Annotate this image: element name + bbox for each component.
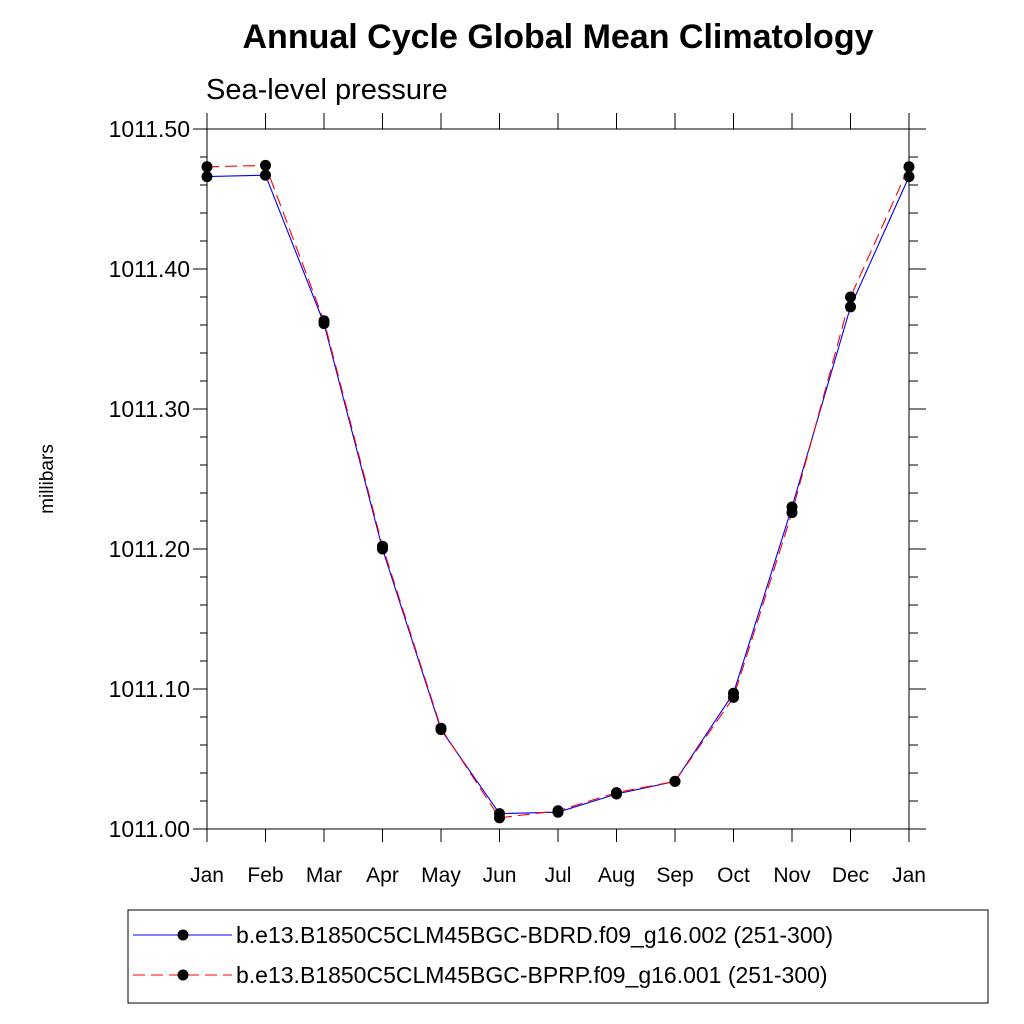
x-tick-label: Jan <box>892 864 926 887</box>
x-tick-label: Oct <box>717 864 750 887</box>
y-axis-label: millibars <box>37 444 58 514</box>
x-tick-label: Feb <box>247 864 283 887</box>
series-1-point <box>260 169 271 181</box>
x-tick-label: Aug <box>598 864 635 887</box>
x-tick-label: Dec <box>832 864 869 887</box>
x-tick-label: Jun <box>483 864 517 887</box>
legend-box <box>127 909 989 1004</box>
legend-marker-2 <box>177 969 189 981</box>
series-2-point <box>786 507 798 519</box>
y-tick-label: 1011.50 <box>109 116 190 142</box>
y-tick-label: 1011.10 <box>109 676 190 702</box>
y-tick-label: 1011.20 <box>109 536 190 562</box>
x-tick-label: Sep <box>656 864 693 887</box>
series-2-point <box>377 540 388 552</box>
series-line-1 <box>206 174 910 815</box>
legend-label-2: b.e13.B1850C5CLM45BGC-BPRP.f09_g16.001 (… <box>236 962 828 988</box>
x-tick-label: Nov <box>773 864 811 887</box>
axis-ticks: Jan Feb Mar Apr May Jun Jul Aug Sep Oct Nov Dec Jan1… <box>109 113 926 887</box>
series-2-point <box>611 787 622 799</box>
series-2-point <box>552 805 564 817</box>
chart-title: Annual Cycle Global Mean Climatology <box>243 18 874 56</box>
series-2-point <box>494 812 505 824</box>
x-tick-label: Mar <box>306 864 342 887</box>
series-2-point <box>435 722 447 734</box>
legend-label-1: b.e13.B1850C5CLM45BGC-BDRD.f09_g16.002 (… <box>236 922 833 948</box>
series-2-point <box>728 691 739 703</box>
series-2-point <box>845 291 856 303</box>
x-tick-label: Jul <box>545 864 572 887</box>
legend-marker-1 <box>177 929 189 941</box>
y-tick-label: 1011.40 <box>109 256 190 282</box>
plot-frame <box>206 128 910 830</box>
series-2-point <box>669 775 681 787</box>
series-group <box>201 159 915 824</box>
series-line-2 <box>206 164 910 819</box>
x-tick-label: Apr <box>366 864 399 887</box>
series-2-point <box>318 315 330 327</box>
legend: b.e13.B1850C5CLM45BGC-BDRD.f09_g16.002 (… <box>127 909 989 1004</box>
x-tick-label: May <box>421 864 461 887</box>
y-tick-label: 1011.30 <box>109 396 190 422</box>
chart-subtitle: Sea-level pressure <box>206 74 448 106</box>
series-1-point <box>845 301 856 313</box>
series-2-point <box>260 159 271 171</box>
y-tick-label: 1011.00 <box>109 816 190 842</box>
x-tick-label: Jan <box>190 864 224 887</box>
